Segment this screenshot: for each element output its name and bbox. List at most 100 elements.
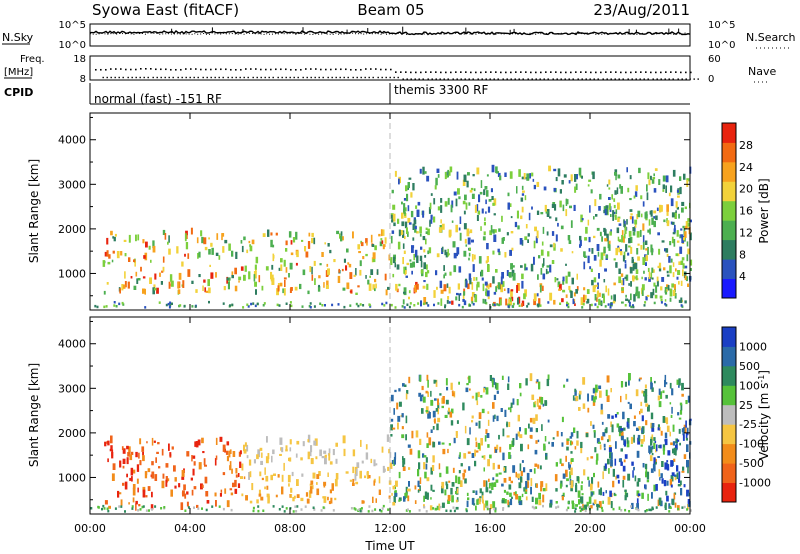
range-cell [449, 271, 452, 276]
range-cell [495, 479, 499, 483]
range-cell [279, 437, 283, 445]
range-cell [579, 235, 582, 241]
nave-dot [385, 76, 387, 79]
range-cell [447, 169, 449, 178]
range-cell [430, 214, 433, 220]
range-cell [407, 187, 409, 190]
range-cell [580, 447, 583, 454]
range-cell [181, 261, 184, 267]
range-cell [594, 447, 597, 453]
nave-dot [427, 78, 429, 80]
range-cell [627, 475, 630, 479]
range-cell [662, 390, 665, 394]
freq-dot [145, 68, 147, 70]
range-cell [451, 390, 454, 393]
range-cell [301, 305, 304, 308]
range-cell [508, 272, 511, 277]
range-cell [430, 467, 433, 475]
range-cell [669, 288, 673, 297]
freq-dot [565, 71, 567, 74]
range-cell [681, 470, 685, 473]
station-title: Syowa East (fitACF) [92, 1, 239, 19]
range-cell [424, 491, 428, 499]
nave-dot [368, 76, 370, 79]
nave-dot [568, 78, 570, 80]
nave-dot [227, 76, 229, 79]
range-cell [495, 382, 499, 390]
range-cell [642, 201, 645, 207]
range-cell [403, 208, 406, 215]
nave-dot [577, 78, 579, 80]
range-cell [289, 447, 292, 452]
nave-dot [289, 76, 291, 79]
range-cell [374, 245, 377, 251]
range-cell [394, 485, 396, 490]
range-cell [579, 175, 583, 178]
nave-dot [547, 78, 549, 80]
range-cell [586, 501, 589, 507]
range-cell [116, 251, 120, 259]
freq-dot [175, 68, 177, 71]
range-cell [581, 306, 584, 309]
range-cell [676, 206, 679, 210]
range-cell [583, 505, 586, 508]
freq-dot [305, 68, 307, 70]
freq-dot [200, 68, 202, 71]
range-cell [142, 486, 146, 493]
range-cell [497, 172, 501, 177]
range-cell [614, 190, 617, 195]
range-cell [119, 460, 122, 468]
range-cell [476, 281, 480, 288]
range-cell [483, 388, 485, 393]
range-cell [617, 202, 620, 210]
range-cell [529, 173, 531, 179]
range-cell [600, 409, 604, 415]
range-cell [561, 180, 564, 185]
range-cell [473, 276, 475, 281]
range-cell [662, 184, 665, 190]
range-cell [228, 450, 231, 458]
range-cell [300, 497, 304, 502]
range-cell [472, 303, 475, 306]
range-cell [521, 280, 524, 289]
range-cell [628, 283, 630, 286]
range-cell [465, 387, 469, 393]
range-cell [249, 244, 251, 247]
range-cell [595, 384, 598, 393]
range-cell [425, 301, 428, 305]
range-cell [134, 261, 136, 267]
range-cell [352, 231, 354, 239]
colorbar-segment [722, 365, 736, 386]
range-cell [518, 296, 521, 304]
range-cell [124, 510, 126, 513]
range-cell [507, 192, 510, 197]
range-cell [520, 197, 524, 202]
range-cell [408, 510, 411, 513]
range-cell [662, 416, 666, 423]
nave-dot [518, 78, 520, 80]
range-cell [674, 502, 677, 508]
range-cell [144, 471, 148, 479]
freq-dot [475, 71, 477, 74]
range-cell [375, 283, 377, 289]
range-cell [666, 464, 670, 471]
range-cell [595, 284, 598, 287]
range-cell [320, 509, 323, 512]
range-cell [521, 493, 524, 498]
range-cell [390, 303, 393, 307]
range-cell [394, 170, 397, 177]
range-cell [614, 458, 617, 466]
colorbar-segment [722, 327, 736, 347]
range-cell [604, 305, 607, 308]
range-cell [536, 379, 539, 383]
freq-dot [195, 68, 197, 70]
colorbar-segment [722, 404, 736, 425]
range-cell [237, 473, 240, 478]
colorbar-segment [722, 385, 736, 406]
range-cell [372, 284, 375, 290]
range-cell [365, 452, 369, 460]
range-cell [602, 500, 604, 504]
range-cell [614, 414, 618, 418]
range-cell [479, 191, 483, 195]
range-cell [331, 303, 334, 307]
